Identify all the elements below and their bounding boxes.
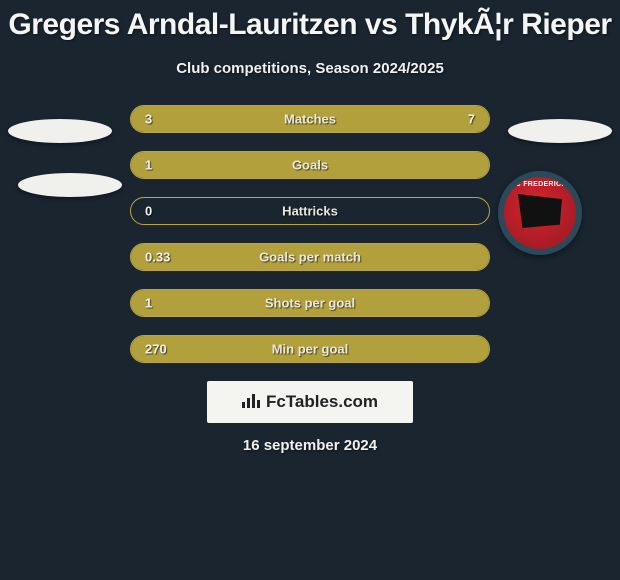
stat-value-left: 3	[145, 112, 152, 127]
stat-label: Hattricks	[282, 204, 338, 219]
page-title: Gregers Arndal-Lauritzen vs ThykÃ¦r Riep…	[0, 0, 620, 42]
stat-value-left: 0	[145, 204, 152, 219]
stat-label: Shots per goal	[265, 296, 355, 311]
stat-value-left: 270	[145, 342, 167, 357]
stat-bars: 3 7 Matches 1 Goals 0 Hattricks 0.33 Goals per m…	[130, 105, 490, 363]
player2-club-logo: FC FREDERICIA	[498, 171, 582, 255]
watermark: FcTables.com	[207, 381, 413, 423]
comparison-area: FC FREDERICIA 37Matches1Goals0Hattricks0…	[0, 105, 620, 363]
stat-value-left: 1	[145, 158, 152, 173]
player1-photo-placeholder	[8, 119, 112, 143]
stat-bar: 0.33 Goals per match	[130, 243, 490, 271]
club-logo-graphic	[518, 194, 562, 228]
club-logo-text: FC FREDERICIA	[511, 181, 569, 188]
stat-bar: 0 Hattricks	[130, 197, 490, 225]
watermark-text: FcTables.com	[266, 392, 378, 412]
stat-bar-fill-right	[238, 106, 489, 132]
stat-bar: 270 Min per goal	[130, 335, 490, 363]
player2-photo-placeholder	[508, 119, 612, 143]
stat-label: Goals	[292, 158, 328, 173]
stat-label: Goals per match	[259, 250, 361, 265]
chart-icon	[242, 392, 260, 413]
stat-label: Min per goal	[272, 342, 349, 357]
season-subtitle: Club competitions, Season 2024/2025	[0, 60, 620, 77]
player1-club-placeholder	[18, 173, 122, 197]
stat-bar: 1 Goals	[130, 151, 490, 179]
stat-value-left: 0.33	[145, 250, 170, 265]
stat-value-right: 7	[468, 112, 475, 127]
stat-bar: 1 Shots per goal	[130, 289, 490, 317]
snapshot-date: 16 september 2024	[0, 437, 620, 454]
stat-bar: 3 7 Matches	[130, 105, 490, 133]
stat-label: Matches	[284, 112, 336, 127]
stat-value-left: 1	[145, 296, 152, 311]
